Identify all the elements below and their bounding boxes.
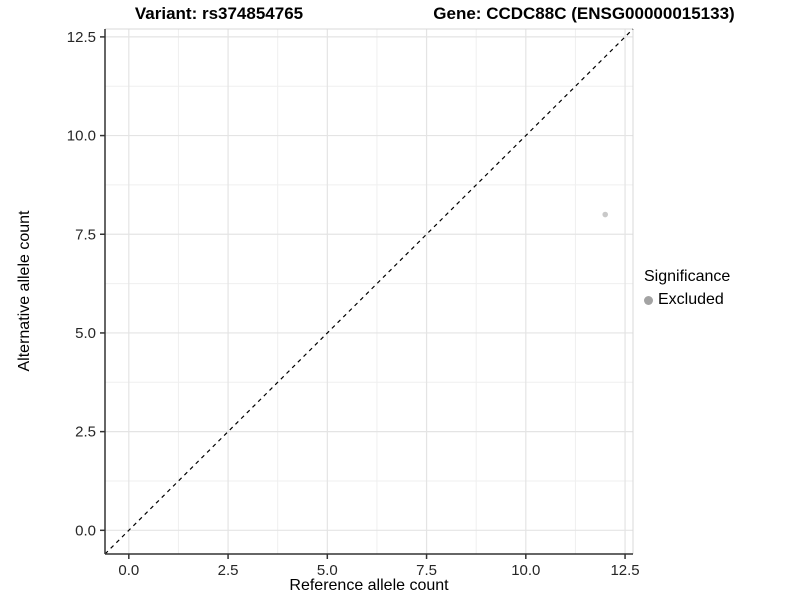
- y-tick-label: 5.0: [75, 325, 96, 342]
- legend-title: Significance: [644, 268, 731, 285]
- y-tick-label: 7.5: [75, 226, 96, 243]
- legend-item-excluded: Excluded: [644, 291, 730, 309]
- x-axis-title: Reference allele count: [289, 577, 449, 594]
- y-tick-label: 12.5: [67, 29, 96, 46]
- x-tick-label: 7.5: [416, 562, 437, 579]
- y-tick-label: 10.0: [67, 128, 96, 145]
- plot-title-variant: Variant: rs374854765: [134, 4, 304, 23]
- x-tick-label: 12.5: [610, 562, 639, 579]
- x-tick-label: 2.5: [218, 562, 239, 579]
- legend-item-label: Excluded: [658, 291, 724, 308]
- y-axis-title: Alternative allele count: [16, 210, 33, 372]
- plot-title-gene: Gene: CCDC88C (ENSG00000015133): [433, 4, 735, 23]
- x-tick-label: 5.0: [317, 562, 338, 579]
- legend-point-icon: [644, 295, 653, 305]
- x-tick-label: 10.0: [511, 562, 540, 579]
- y-tick-label: 2.5: [75, 424, 96, 441]
- y-tick-label: 0.0: [75, 522, 96, 539]
- data-point: [602, 211, 609, 218]
- x-tick-label: 0.0: [118, 562, 139, 579]
- panel-background: [105, 29, 633, 554]
- legend: Significance Excluded: [644, 268, 730, 309]
